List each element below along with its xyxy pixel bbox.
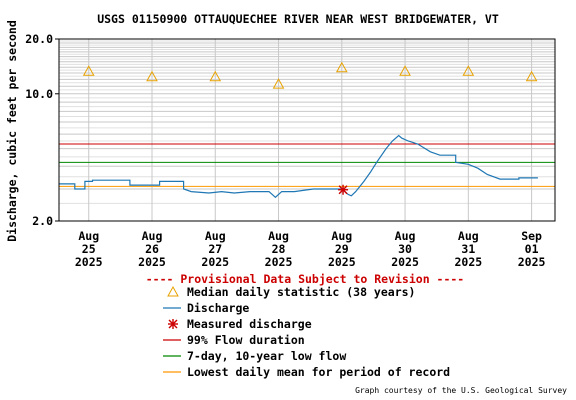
x-tick-label: 2025 bbox=[454, 255, 482, 269]
x-tick-label: 2025 bbox=[518, 255, 546, 269]
legend-label: Measured discharge bbox=[187, 317, 312, 331]
legend-label: 99% Flow duration bbox=[187, 333, 305, 347]
plot-area: 2.010.020.0Aug252025Aug262025Aug272025Au… bbox=[25, 32, 556, 269]
legend-symbol-median bbox=[167, 285, 179, 297]
x-tick-label: Aug bbox=[78, 229, 99, 243]
x-tick-label: 29 bbox=[335, 242, 349, 256]
chart-title: USGS 01150900 OTTAUQUECHEE RIVER NEAR WE… bbox=[97, 12, 499, 26]
credit-text: Graph courtesy of the U.S. Geological Su… bbox=[355, 386, 567, 395]
legend-label: 7-day, 10-year low flow bbox=[187, 349, 346, 363]
x-tick-label: 2025 bbox=[201, 255, 229, 269]
y-axis-label: Discharge, cubic feet per second bbox=[5, 20, 19, 242]
x-tick-label: 30 bbox=[398, 242, 412, 256]
legend: Median daily statistic (38 years) Dischar… bbox=[163, 285, 450, 379]
median-daily-marker bbox=[209, 70, 222, 82]
x-tick-label: 28 bbox=[272, 242, 286, 256]
x-tick-label: Aug bbox=[458, 229, 479, 243]
legend-label: Median daily statistic (38 years) bbox=[187, 285, 415, 299]
legend-item-median: Median daily statistic (38 years) bbox=[167, 285, 415, 299]
legend-item-flow99: 99% Flow duration bbox=[163, 333, 305, 347]
x-tick-label: Aug bbox=[331, 229, 352, 243]
x-tick-label: 27 bbox=[208, 242, 222, 256]
discharge-series-line bbox=[59, 134, 538, 199]
x-tick-label: Aug bbox=[395, 229, 416, 243]
median-daily-marker bbox=[272, 78, 285, 89]
median-daily-marker bbox=[146, 70, 158, 82]
median-daily-marker bbox=[82, 65, 95, 76]
x-tick-label: 2025 bbox=[265, 255, 293, 269]
x-tick-label: 31 bbox=[461, 242, 475, 256]
x-tick-label: 2025 bbox=[328, 255, 356, 269]
x-tick-label: 2025 bbox=[391, 255, 419, 269]
y-tick-label: 10.0 bbox=[25, 87, 53, 101]
x-tick-label: 25 bbox=[82, 242, 96, 256]
x-tick-label: 26 bbox=[145, 242, 159, 256]
x-tick-label: Aug bbox=[205, 229, 226, 243]
provisional-note: ---- Provisional Data Subject to Revisio… bbox=[146, 272, 465, 286]
x-tick-label: 2025 bbox=[75, 255, 103, 269]
median-daily-marker bbox=[525, 70, 538, 82]
median-daily-marker bbox=[335, 61, 348, 73]
measured-discharge-stroke bbox=[338, 185, 348, 195]
measured-discharge-marker bbox=[338, 184, 349, 195]
plot-frame bbox=[58, 38, 556, 222]
median-daily-marker bbox=[399, 65, 411, 76]
median-daily-marker bbox=[462, 65, 475, 76]
x-tick-label: 2025 bbox=[138, 255, 166, 269]
x-tick-label: Aug bbox=[268, 229, 289, 243]
legend-item-measured: Measured discharge bbox=[168, 317, 312, 331]
legend-symbol-measured bbox=[168, 319, 178, 329]
legend-item-discharge: Discharge bbox=[163, 301, 249, 315]
legend-label: Discharge bbox=[187, 301, 249, 315]
legend-label: Lowest daily mean for period of record bbox=[187, 365, 450, 379]
y-tick-label: 20.0 bbox=[25, 32, 53, 46]
x-tick-label: Aug bbox=[142, 229, 163, 243]
x-tick-label: Sep bbox=[521, 229, 542, 243]
x-tick-label: 01 bbox=[525, 242, 539, 256]
legend-item-low7q10: 7-day, 10-year low flow bbox=[163, 349, 346, 363]
legend-item-lowest_mean: Lowest daily mean for period of record bbox=[163, 365, 450, 379]
y-tick-label: 2.0 bbox=[32, 214, 53, 228]
